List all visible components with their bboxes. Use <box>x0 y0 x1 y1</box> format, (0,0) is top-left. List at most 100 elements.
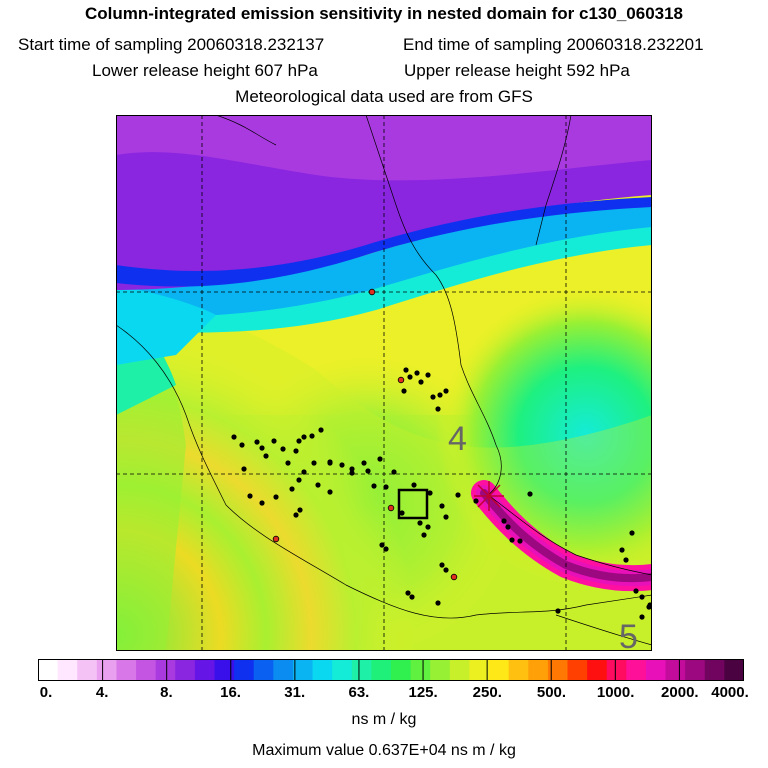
station-marker <box>293 512 299 518</box>
station-marker <box>263 453 269 459</box>
station-marker <box>241 466 247 472</box>
colorbar-segment <box>567 659 588 681</box>
colorbar-segment <box>508 659 529 681</box>
station-marker <box>417 520 423 526</box>
station-marker <box>339 462 345 468</box>
colorbar-segment <box>214 659 235 681</box>
station-marker <box>411 482 417 488</box>
map-title: Column-integrated emission sensitivity i… <box>84 4 684 23</box>
station-marker <box>501 518 507 524</box>
station-marker <box>383 484 389 490</box>
station-marker <box>455 492 461 498</box>
station-marker <box>639 614 645 620</box>
station-marker <box>327 489 333 495</box>
station-marker <box>318 427 324 433</box>
station-marker <box>439 562 445 568</box>
station-marker <box>327 460 333 466</box>
station-marker <box>247 493 253 499</box>
station-marker <box>555 608 561 614</box>
colorbar-tick-label: 16. <box>220 684 241 701</box>
colorbar-tick-label: 8. <box>160 684 173 701</box>
colorbar-segment <box>528 659 549 681</box>
station-marker <box>437 392 443 398</box>
station-marker <box>623 557 629 563</box>
colorbar-segment <box>685 659 706 681</box>
colorbar-tick-label: 2000. <box>661 684 699 701</box>
station-marker <box>349 466 355 472</box>
station-marker <box>377 456 383 462</box>
colorbar-segment <box>155 659 176 681</box>
colorbar-segment <box>587 659 608 681</box>
station-marker <box>273 494 279 500</box>
station-marker-highlighted <box>397 376 405 384</box>
station-marker <box>527 491 533 497</box>
colorbar-segment <box>194 659 215 681</box>
station-marker <box>296 477 302 483</box>
colorbar-segment <box>449 659 470 681</box>
station-marker <box>296 438 302 444</box>
station-marker <box>619 547 625 553</box>
colorbar-tick-label: 4000. <box>711 684 749 701</box>
station-marker <box>289 486 295 492</box>
station-marker <box>349 470 355 476</box>
station-marker <box>259 445 265 451</box>
lower-release-label: Lower release height 607 hPa <box>92 61 318 80</box>
station-marker <box>409 594 415 600</box>
colorbar-tick-label: 1000. <box>596 684 635 701</box>
met-data-label: Meteorological data used are from GFS <box>235 87 533 106</box>
station-marker <box>435 600 441 606</box>
colorbar-segment <box>38 659 59 681</box>
colorbar-tick-label: 0. <box>39 684 53 701</box>
colorbar-segment <box>77 659 98 681</box>
station-marker <box>430 394 436 400</box>
station-marker <box>425 524 431 530</box>
station-marker <box>371 483 377 489</box>
station-marker-highlighted <box>387 504 395 512</box>
colorbar-segment <box>410 659 431 681</box>
colorbar-tick-label: 250. <box>472 684 502 701</box>
colorbar-segment <box>312 659 333 681</box>
station-marker-highlighted <box>450 573 458 581</box>
station-marker <box>379 542 385 548</box>
station-marker <box>403 367 409 373</box>
colorbar-tick-label: 4. <box>95 684 109 701</box>
station-marker <box>425 372 431 378</box>
colorbar-tick-label: 125. <box>408 684 438 701</box>
station-marker <box>259 500 265 506</box>
station-marker <box>407 374 413 380</box>
station-marker <box>401 388 407 394</box>
station-marker <box>639 594 645 600</box>
colorbar-segment <box>136 659 157 681</box>
station-marker <box>443 514 449 520</box>
colorbar-tick-label: 63. <box>348 684 370 701</box>
release-point-marker <box>474 481 504 511</box>
colorbar-segment <box>606 659 627 681</box>
station-marker <box>418 379 424 385</box>
station-marker-highlighted <box>272 535 280 543</box>
map-label-4: 4 <box>448 420 467 458</box>
end-time-label: End time of sampling 20060318.232201 <box>403 35 704 54</box>
station-marker <box>293 448 299 454</box>
station-marker <box>391 469 397 475</box>
station-marker <box>309 433 315 439</box>
station-marker <box>315 482 321 488</box>
colorbar-segment <box>430 659 451 681</box>
station-marker-highlighted <box>368 288 376 296</box>
colorbar-segment <box>391 659 412 681</box>
station-marker <box>271 438 277 444</box>
colorbar-segment <box>704 659 725 681</box>
station-marker <box>443 567 449 573</box>
colorbar-segment <box>724 659 745 681</box>
station-marker <box>647 602 652 608</box>
colorbar-segment <box>273 659 294 681</box>
colorbar-tick-label: 31. <box>284 684 306 701</box>
colorbar-segment <box>626 659 647 681</box>
colorbar-segment <box>645 659 667 681</box>
station-marker <box>301 434 307 440</box>
colorbar-tick-label: 500. <box>536 684 567 701</box>
station-marker <box>239 442 245 448</box>
station-marker <box>405 590 411 596</box>
colorbar-segment <box>292 659 314 681</box>
station-marker <box>421 532 427 538</box>
sensitivity-map: 4 5 <box>116 115 652 651</box>
